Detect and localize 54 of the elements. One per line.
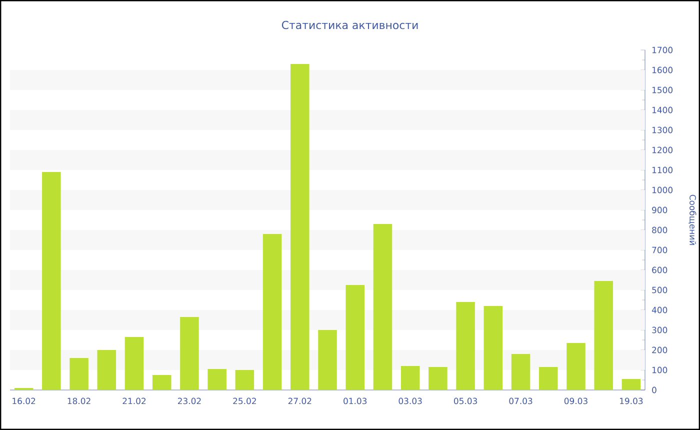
- y-axis-title: Сообщений: [688, 194, 696, 245]
- bar: [511, 354, 530, 390]
- y-tick-label: 600: [652, 266, 668, 274]
- y-tick-label: 1300: [652, 126, 673, 134]
- bar: [124, 337, 144, 390]
- y-tick-label: 200: [652, 346, 668, 354]
- bar: [318, 330, 337, 390]
- x-tick-label: 23.02: [178, 398, 201, 404]
- chart-title: Статистика активности: [282, 20, 418, 30]
- bar: [373, 224, 392, 390]
- bar: [622, 379, 641, 390]
- y-tick-label: 1200: [652, 146, 673, 154]
- bar: [42, 172, 61, 390]
- y-tick-label: 300: [652, 326, 668, 334]
- bar: [208, 369, 226, 390]
- bar: [290, 64, 310, 390]
- bar: [180, 317, 199, 390]
- x-tick-label: 25.02: [233, 398, 256, 404]
- y-tick-label: 1000: [652, 186, 673, 194]
- y-tick-label: 1600: [652, 66, 673, 74]
- bar: [594, 280, 613, 390]
- x-tick-label: 16.02: [12, 398, 36, 404]
- bar: [566, 343, 586, 390]
- bar: [262, 234, 282, 390]
- bar: [235, 370, 254, 390]
- y-tick-label: 0: [652, 386, 656, 394]
- bar: [70, 358, 88, 390]
- bar: [428, 367, 448, 390]
- bar: [456, 302, 475, 390]
- x-tick-label: 01.03: [344, 398, 367, 404]
- x-tick-label: 19.03: [620, 398, 643, 404]
- bar: [152, 375, 172, 390]
- bar: [484, 306, 503, 390]
- y-tick-label: 700: [652, 246, 668, 254]
- y-tick-label: 1100: [652, 166, 673, 174]
- y-tick-label: 1700: [652, 46, 673, 54]
- y-tick-label: 100: [652, 366, 668, 374]
- x-tick-label: 07.03: [509, 398, 532, 404]
- y-tick-label: 500: [652, 286, 668, 294]
- y-tick-label: 1500: [652, 86, 673, 94]
- y-tick-label: 800: [652, 226, 668, 234]
- y-tick-label: 900: [652, 206, 668, 214]
- y-tick-label: 400: [652, 306, 668, 314]
- x-tick-label: 21.02: [122, 398, 146, 404]
- y-tick-label: 1400: [652, 106, 673, 114]
- bar: [97, 350, 116, 390]
- x-tick-label: 09.03: [564, 398, 588, 404]
- x-tick-label: 03.03: [398, 398, 422, 404]
- bar: [538, 367, 558, 390]
- x-tick-label: 05.03: [454, 398, 477, 404]
- bar: [400, 366, 420, 390]
- x-tick-label: 18.02: [68, 398, 90, 404]
- x-tick-label: 27.02: [288, 398, 312, 404]
- bar: [346, 285, 365, 390]
